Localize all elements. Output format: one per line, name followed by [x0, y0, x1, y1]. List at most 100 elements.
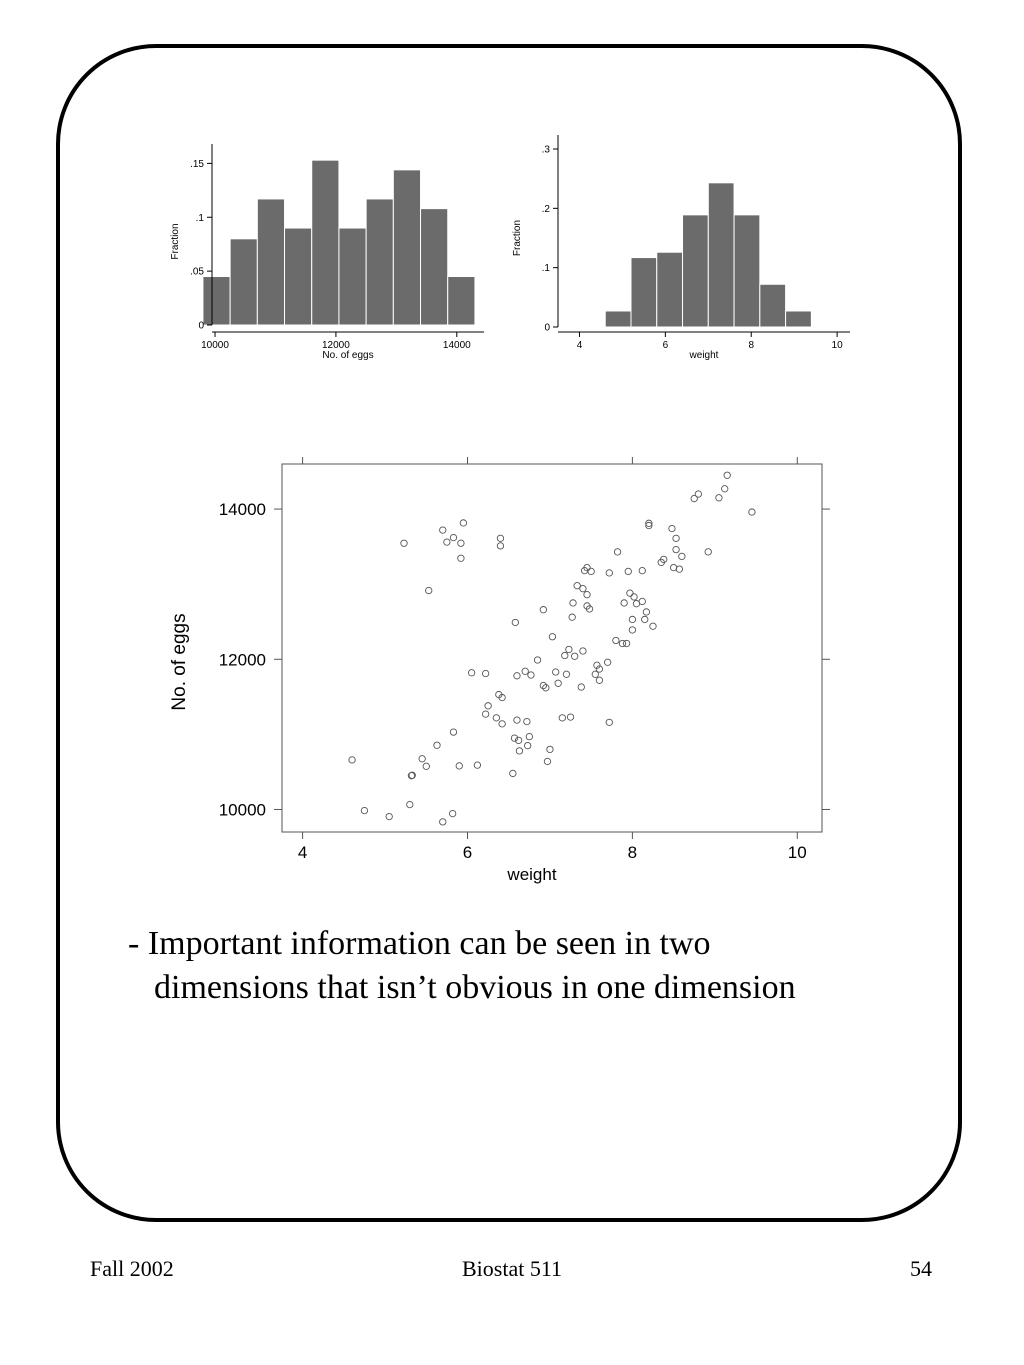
scatter-point: [400, 539, 408, 547]
y-tick-label: 0: [198, 321, 204, 332]
histogram-bar: [733, 214, 761, 328]
scatter-point: [638, 597, 646, 606]
histogram-bar: [447, 276, 476, 326]
scatter-point: [583, 563, 591, 572]
scatter-point: [527, 671, 535, 679]
scatter-point: [694, 490, 702, 498]
x-tick-label: 10: [832, 340, 844, 351]
scatter-point: [513, 716, 521, 724]
scatter-point: [672, 534, 680, 543]
scatter-point: [514, 736, 523, 745]
scatter-point: [558, 714, 566, 722]
x-tick-label: 10000: [201, 340, 229, 351]
histogram-bar: [202, 276, 231, 326]
scatter-point: [577, 683, 585, 691]
x-axis-label: weight: [689, 350, 719, 361]
x-tick-label: 12000: [322, 340, 350, 351]
scatter-point: [605, 569, 613, 577]
y-tick-label: 0: [544, 323, 550, 334]
y-tick-label: .15: [190, 159, 204, 170]
scatter-point: [408, 771, 416, 779]
scatter-point: [690, 494, 698, 503]
scatter-point: [561, 651, 569, 660]
scatter-point: [492, 714, 501, 722]
scatter-point: [628, 615, 637, 624]
x-tick-label: 4: [298, 843, 307, 862]
bullet-line-2: dimensions that isn’t obvious in one dim…: [154, 969, 796, 1006]
histogram-bar: [707, 182, 735, 328]
scatter-point: [678, 552, 686, 561]
x-tick-label: 8: [748, 340, 754, 351]
scatter-point: [568, 613, 576, 621]
y-axis-label: No. of eggs: [169, 613, 190, 710]
scatter-point: [595, 676, 604, 684]
histogram-bar: [338, 227, 367, 326]
scatter-point: [385, 812, 393, 821]
scatter-point: [660, 555, 668, 564]
scatter-point: [525, 732, 533, 741]
scatter-point: [457, 539, 465, 547]
x-axis-label: weight: [506, 865, 556, 884]
scatter-point: [496, 542, 505, 550]
scatter-point: [645, 521, 653, 530]
scatter-point: [562, 670, 571, 678]
scatter-point: [473, 761, 482, 769]
scatter-point: [704, 548, 712, 556]
scatter-point: [641, 615, 649, 624]
scatter-point: [605, 718, 613, 727]
scatter-point: [509, 769, 517, 778]
scatter-point: [571, 652, 579, 660]
x-tick-label: 6: [663, 340, 669, 351]
scatter-point: [593, 661, 601, 669]
scatter-point: [579, 647, 587, 655]
histogram-bar: [256, 198, 286, 326]
y-tick-label: 12000: [219, 650, 266, 669]
y-tick-label: .1: [542, 263, 551, 274]
scatter-point: [515, 747, 524, 755]
scatter-point: [433, 741, 441, 749]
scatter-point: [566, 713, 575, 721]
histogram-bar: [365, 198, 394, 326]
x-axis-label: No. of eggs: [322, 350, 373, 361]
scatter-point: [585, 605, 594, 613]
histogram-weight: 0 .1 .2 .3 4 6 8 10 weight Fraction: [512, 135, 850, 361]
y-axis-label: Fraction: [170, 223, 181, 259]
scatter-point: [721, 485, 729, 493]
scatter-point: [573, 582, 581, 590]
histogram-bar: [420, 208, 449, 326]
plot-frame: [281, 463, 823, 833]
y-tick-label: .3: [542, 145, 551, 156]
scatter-point: [449, 728, 458, 736]
scatter-point: [449, 533, 458, 542]
scatter-point: [533, 656, 542, 664]
scatter-point: [603, 658, 612, 666]
histogram-bar: [311, 159, 340, 326]
y-tick-label: .05: [190, 267, 204, 278]
scatter-point: [554, 679, 562, 687]
footer-center: Biostat 511: [461, 1256, 563, 1281]
y-axis-label: Fraction: [512, 220, 523, 256]
scatter-point: [630, 593, 638, 601]
scatter-point: [439, 818, 447, 826]
scatter-point: [360, 806, 369, 815]
scatter-point: [715, 494, 723, 502]
scatter-point: [496, 534, 505, 543]
scatter-point: [569, 599, 577, 607]
scatter-point: [595, 665, 604, 673]
y-tick-label: 14000: [219, 500, 266, 519]
scatter-point: [628, 626, 637, 634]
scatter-point: [510, 734, 519, 742]
scatter-point: [511, 618, 519, 627]
y-tick-label: .2: [542, 204, 551, 215]
scatter-point: [579, 585, 587, 593]
bullet-text: - Important information can be seen in t…: [128, 922, 928, 1010]
scatter-point: [498, 693, 506, 702]
scatter-point: [675, 565, 684, 573]
scatter-point: [613, 548, 622, 556]
scatter-point: [455, 762, 463, 770]
scatter-point: [723, 471, 731, 479]
scatter-point: [422, 762, 430, 770]
x-tick-label: 10: [788, 843, 807, 862]
histogram-bar: [656, 251, 684, 328]
slide-frame: [56, 44, 962, 1222]
